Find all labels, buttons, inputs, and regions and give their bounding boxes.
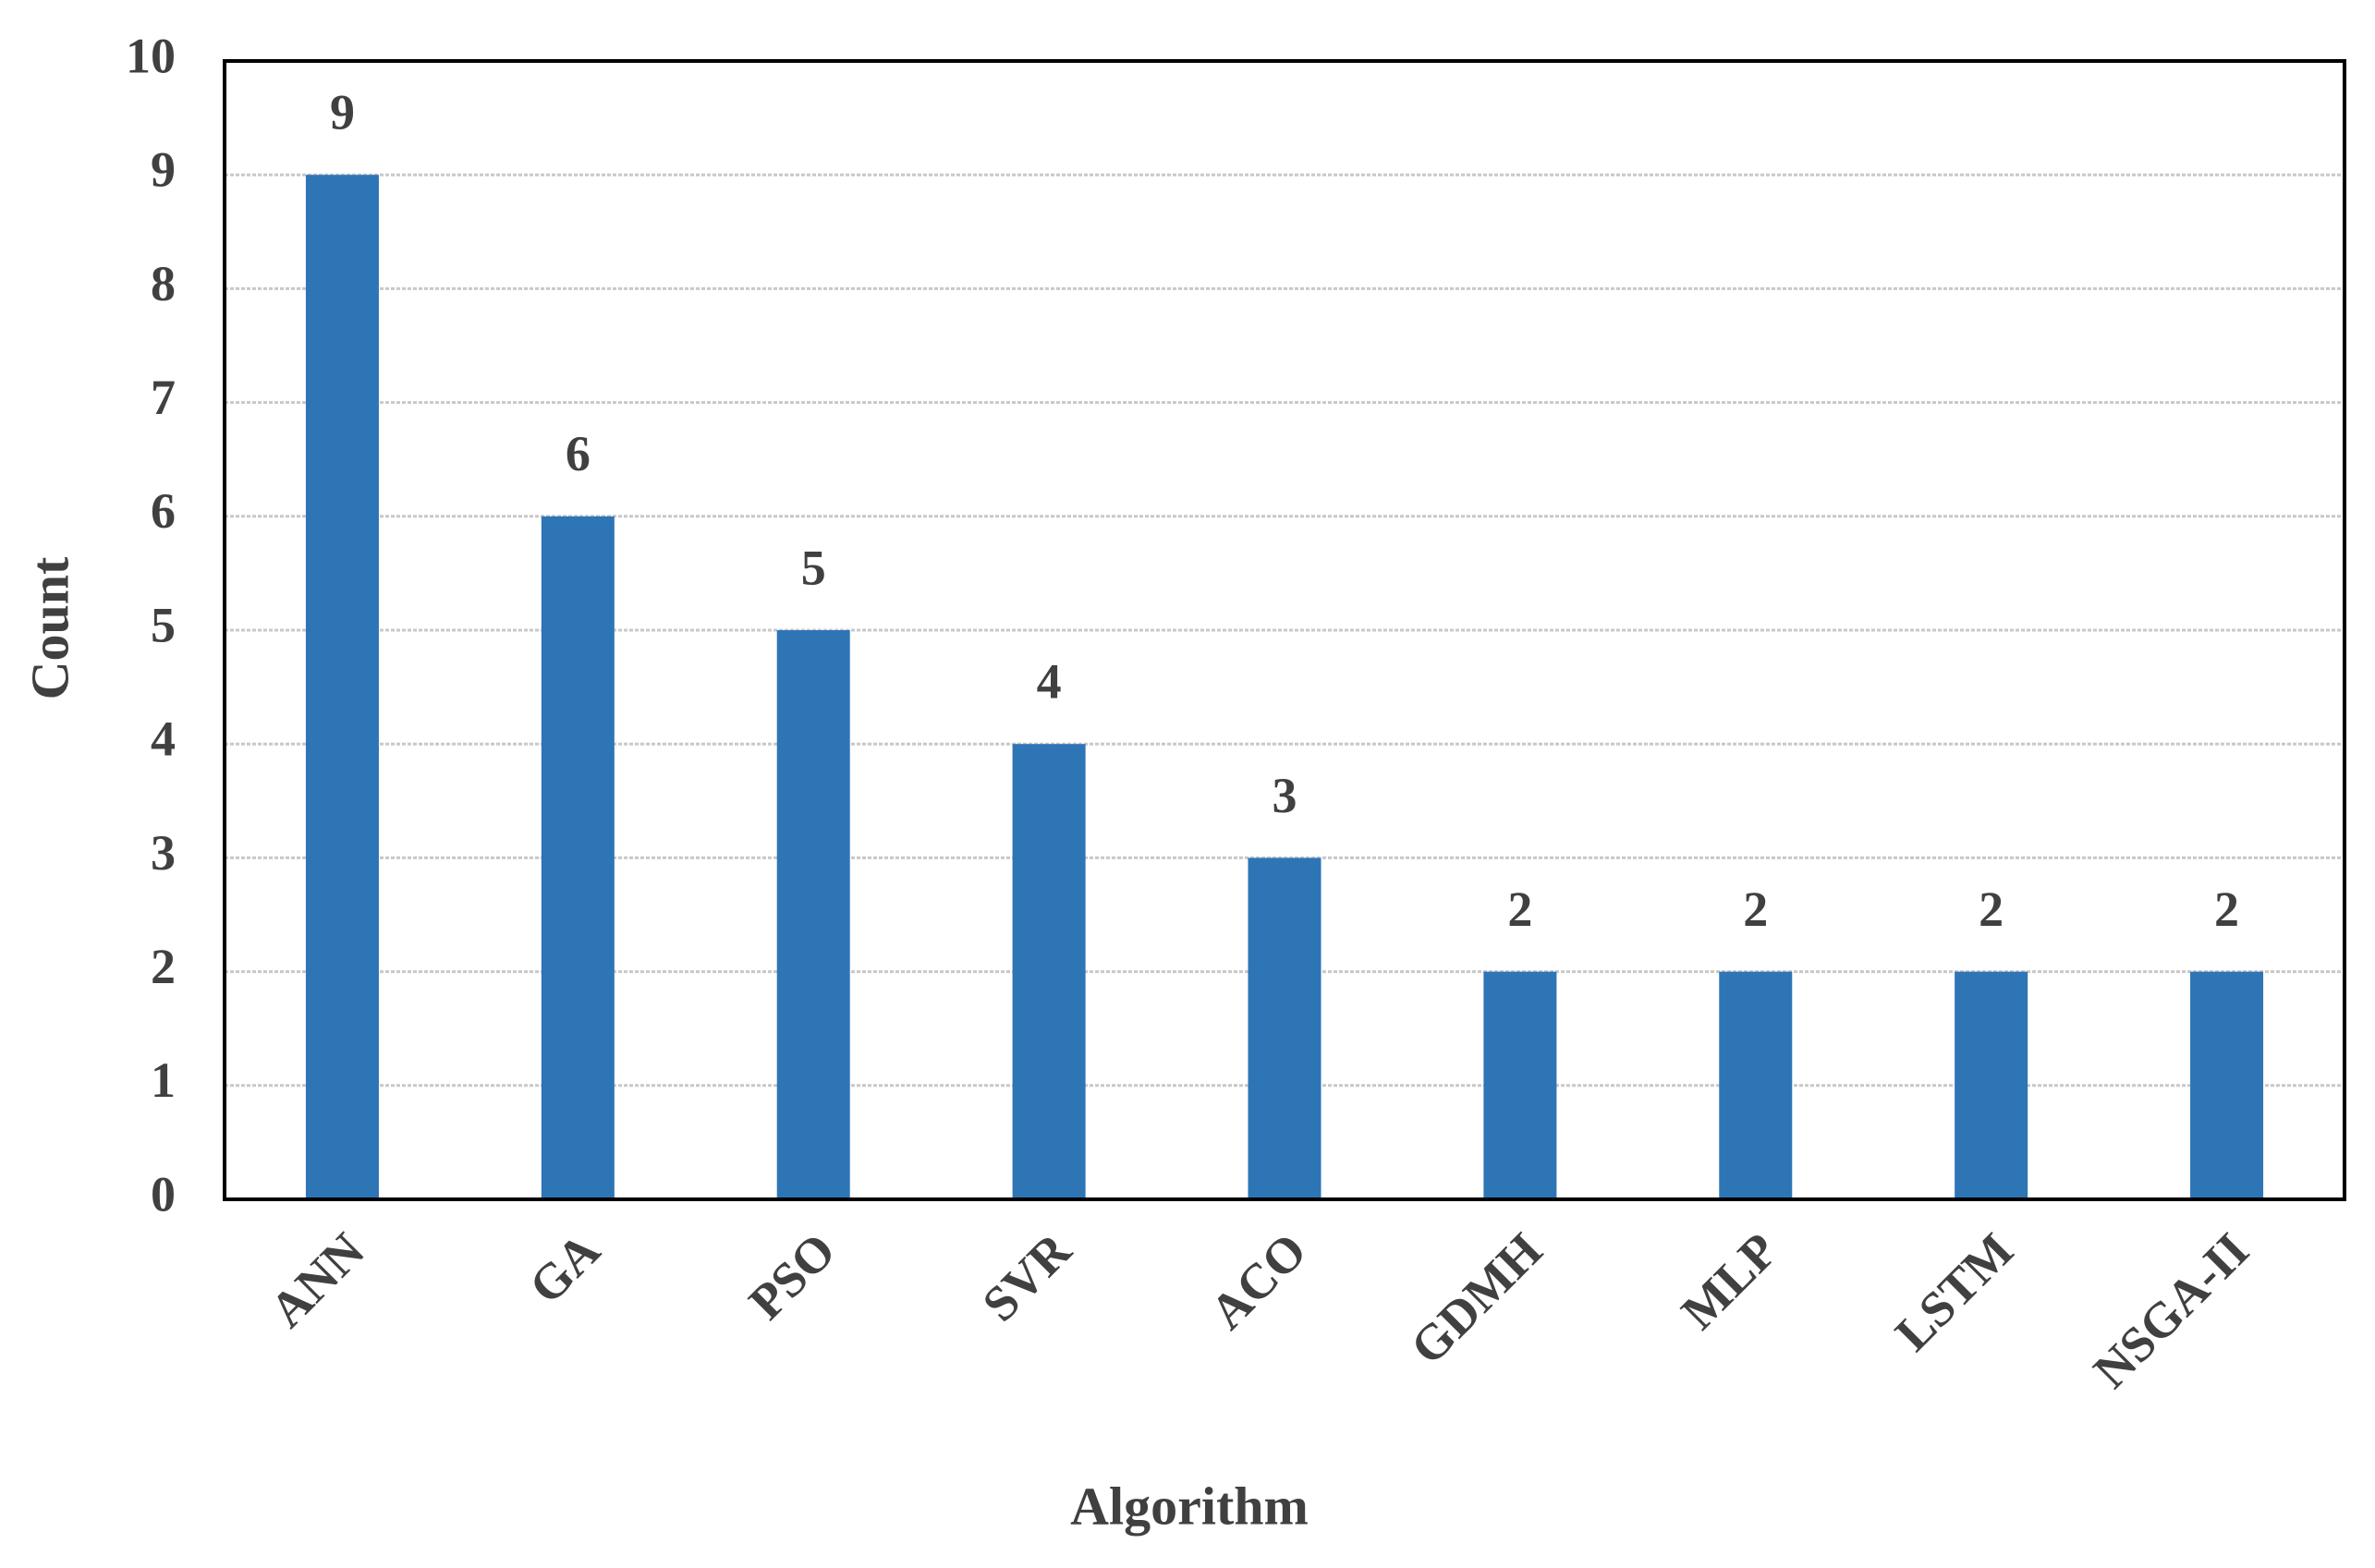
bar: [1483, 971, 1557, 1199]
data-label: 2: [1507, 881, 1532, 937]
data-label: 3: [1273, 768, 1297, 823]
y-tick-label: 8: [151, 256, 176, 311]
x-tick-label: PSO: [738, 1222, 846, 1331]
y-tick-label: 0: [151, 1166, 176, 1222]
x-axis-title: Algorithm: [1070, 1476, 1309, 1536]
x-tick-label: MLP: [1671, 1222, 1788, 1340]
bar: [776, 630, 850, 1199]
data-label: 5: [801, 540, 826, 595]
plot-frame: [223, 59, 2346, 1201]
bar: [1248, 857, 1321, 1199]
data-label: 2: [1743, 881, 1768, 937]
y-axis-title: Count: [19, 556, 79, 699]
bar: [1012, 744, 1086, 1199]
data-label: 2: [1979, 881, 2004, 937]
y-tick-label: 6: [151, 483, 176, 539]
x-tick-label: SVR: [972, 1222, 1083, 1332]
y-tick-label: 9: [151, 142, 176, 198]
y-tick-label: 3: [151, 825, 176, 881]
y-tick-label: 2: [151, 939, 176, 994]
x-tick-label: GDMH: [1400, 1222, 1553, 1375]
x-tick-label: LSTM: [1884, 1222, 2024, 1362]
x-tick-label: ACO: [1200, 1222, 1317, 1340]
y-tick-label: 1: [151, 1052, 176, 1108]
data-label: 4: [1037, 654, 1062, 710]
y-tick-label: 4: [151, 711, 176, 767]
x-tick-label: ANN: [260, 1222, 375, 1338]
bar: [1719, 971, 1793, 1199]
bar: [1955, 971, 2028, 1199]
x-tick-label: NSGA-II: [2083, 1222, 2259, 1399]
data-label: 2: [2214, 881, 2239, 937]
y-tick-label: 10: [126, 28, 176, 83]
bar: [2190, 971, 2264, 1199]
bar: [305, 175, 379, 1200]
x-tick-label: GA: [518, 1222, 611, 1315]
data-label: 6: [566, 426, 591, 481]
y-tick-label: 7: [151, 370, 176, 425]
bar: [541, 516, 615, 1199]
data-label: 9: [330, 85, 355, 140]
y-tick-label: 5: [151, 597, 176, 652]
